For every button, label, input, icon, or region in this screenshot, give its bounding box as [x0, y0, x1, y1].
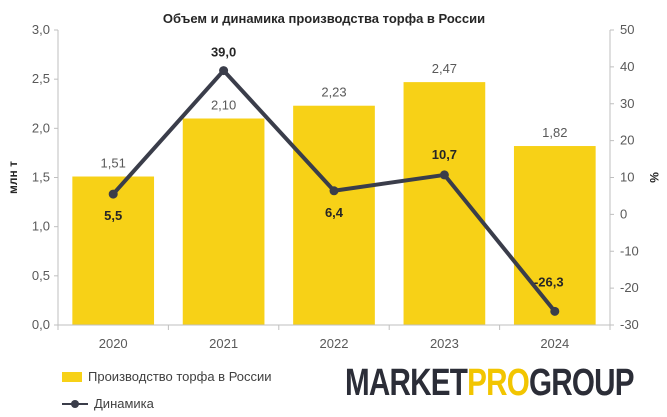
- chart-marks: 0,0 0,5 1,0 1,5 2,0 2,5 3,0 -30 -20 -10 0 10 20 30 40 5…: [32, 22, 639, 351]
- legend-label-production: Производство торфа в России: [88, 369, 272, 384]
- line-value-label: 39,0: [211, 45, 236, 60]
- y-tick-label: 2,0: [32, 120, 50, 135]
- bar: [403, 82, 486, 325]
- y-tick-label: 1,0: [32, 219, 50, 234]
- legend-swatch-line: [62, 399, 88, 408]
- line-value-label: 5,5: [104, 208, 122, 223]
- line-value-label: 6,4: [325, 205, 344, 220]
- brand-logo: MARKET PRO GROUP: [345, 358, 635, 408]
- y2-tick-label: -20: [620, 280, 639, 295]
- y-axis-title: млн т: [6, 161, 20, 194]
- y2-tick-label: 10: [620, 170, 634, 185]
- x-tick-label: 2020: [99, 336, 128, 351]
- bar-value-label: 1,51: [101, 156, 126, 171]
- bar: [72, 176, 155, 325]
- y2-axis-title: %: [647, 172, 661, 183]
- y-tick-label: 2,5: [32, 71, 50, 86]
- bar: [293, 105, 375, 325]
- y2-tick-label: 30: [620, 96, 634, 111]
- x-tick-label: 2022: [320, 336, 349, 351]
- bar-value-label: 2,23: [321, 85, 346, 100]
- line-point: [550, 306, 560, 316]
- line-point: [329, 186, 339, 196]
- y2-tick-label: -10: [620, 243, 639, 258]
- bar-value-label: 1,82: [542, 125, 567, 140]
- bar: [182, 118, 265, 325]
- chart-title: Объем и динамика производства торфа в Ро…: [163, 11, 485, 26]
- y2-tick-label: 40: [620, 59, 634, 74]
- y-tick-label: 3,0: [32, 22, 50, 37]
- y-tick-label: 0,0: [32, 317, 50, 332]
- brand-logo-part3: GROUP: [529, 362, 635, 404]
- y-tick-label: 1,5: [32, 170, 50, 185]
- y2-tick-label: 20: [620, 133, 634, 148]
- line-value-label: 10,7: [432, 147, 457, 162]
- line-point: [108, 189, 118, 199]
- x-tick-label: 2023: [430, 336, 459, 351]
- legend-item-dynamics: Динамика: [62, 396, 154, 411]
- legend-label-dynamics: Динамика: [94, 396, 154, 411]
- y2-tick-label: 50: [620, 22, 634, 37]
- y-tick-label: 0,5: [32, 268, 50, 283]
- legend-swatch-bar: [62, 371, 82, 382]
- brand-logo-part2: PRO: [467, 362, 530, 404]
- x-tick-label: 2024: [540, 336, 569, 351]
- y2-tick-label: -30: [620, 317, 639, 332]
- bar-value-label: 2,47: [432, 61, 457, 76]
- x-tick-label: 2021: [209, 336, 238, 351]
- brand-logo-part1: MARKET: [345, 362, 468, 404]
- line-point: [219, 66, 229, 76]
- bar-value-label: 2,10: [211, 98, 236, 113]
- line-point: [439, 170, 449, 180]
- line-value-label: -26,3: [534, 274, 564, 289]
- legend-item-production: Производство торфа в России: [62, 369, 272, 384]
- bar: [513, 146, 596, 325]
- y2-tick-label: 0: [620, 206, 627, 221]
